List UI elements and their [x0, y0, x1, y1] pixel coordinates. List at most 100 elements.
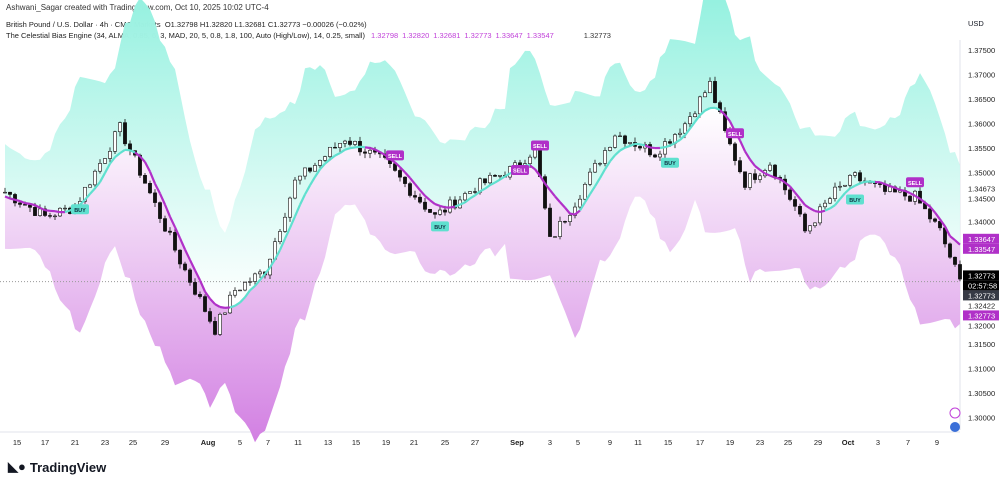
trend-line-segment	[474, 190, 481, 197]
trend-line-segment	[479, 187, 486, 193]
buy-signal	[846, 194, 864, 205]
price-label: 1.34500	[968, 195, 995, 204]
trend-line-segment	[94, 181, 101, 190]
trend-line-segment	[704, 107, 711, 112]
trend-line-segment	[814, 209, 821, 214]
trend-line-segment	[529, 164, 536, 171]
candle	[113, 131, 117, 152]
trend-line-segment	[158, 193, 167, 206]
price-label: 1.32773	[968, 311, 995, 320]
trend-line-segment	[364, 146, 371, 150]
trend-line-segment	[169, 216, 176, 228]
trend-line-segment	[469, 194, 476, 200]
candle	[53, 215, 57, 218]
candle	[858, 172, 862, 182]
trend-line-segment	[859, 180, 866, 185]
trend-line-segment	[64, 209, 71, 214]
candle	[38, 208, 42, 216]
trend-line-segment	[894, 186, 901, 191]
symbol-title[interactable]: British Pound / U.S. Dollar · 4h · CMC M…	[6, 20, 161, 29]
trend-line-segment	[824, 207, 831, 212]
candle	[368, 149, 372, 154]
trend-line-segment	[399, 166, 406, 174]
signal-label: SELL	[388, 154, 403, 160]
indicator-marker-icon[interactable]	[949, 407, 961, 419]
candle	[178, 249, 182, 265]
candle	[603, 150, 607, 164]
price-tick: 1.37000	[968, 71, 995, 80]
trend-line-segment	[619, 146, 626, 152]
candle	[448, 199, 452, 213]
trend-line-segment	[214, 303, 221, 308]
candle	[323, 156, 327, 161]
indicator-title[interactable]: The Celestial Bias Engine (34, ALMA, 0.8…	[6, 31, 365, 40]
price-label: 1.34000	[968, 218, 995, 227]
candle	[278, 231, 282, 243]
candle	[638, 146, 642, 149]
trend-line-segment	[439, 204, 446, 209]
candle	[338, 143, 342, 148]
currency-label[interactable]: USD	[968, 19, 984, 28]
candle	[453, 199, 457, 209]
candle	[708, 81, 712, 94]
sell-signal	[531, 140, 549, 151]
sell-signal	[726, 128, 744, 139]
trend-line-segment	[924, 201, 931, 208]
trend-line-segment	[114, 152, 121, 159]
candle	[658, 153, 662, 158]
candle	[248, 281, 252, 283]
candle	[108, 151, 112, 159]
trend-line-segment	[739, 139, 746, 152]
candle	[163, 218, 167, 232]
price-label-bg	[963, 270, 999, 281]
candle	[678, 132, 682, 135]
candle	[63, 207, 67, 210]
trend-line-segment	[919, 197, 926, 204]
trend-line-segment	[794, 191, 801, 200]
signal-label: SELL	[533, 144, 548, 150]
buy-signal	[661, 157, 679, 168]
candle	[258, 271, 262, 275]
candle	[583, 183, 587, 200]
price-label-bg	[963, 310, 999, 321]
price-label-bg	[963, 280, 999, 291]
candle	[188, 269, 192, 283]
trend-line-segment	[259, 273, 266, 281]
trend-line-segment	[173, 226, 182, 239]
trend-line-segment	[939, 218, 946, 227]
trend-line-segment	[89, 187, 96, 195]
candle	[683, 123, 687, 134]
trend-line-segment	[549, 189, 556, 198]
trend-line-segment	[144, 161, 151, 173]
time-tick: 9	[935, 438, 939, 447]
trend-line-segment	[489, 181, 496, 187]
time-tick: 3	[548, 438, 552, 447]
trend-line-segment	[354, 145, 361, 149]
trend-line-segment	[434, 203, 441, 207]
candle	[283, 216, 287, 232]
candle	[803, 213, 807, 232]
trend-line-segment	[139, 155, 146, 163]
time-tick: 7	[906, 438, 910, 447]
trend-line-segment	[154, 183, 161, 195]
trend-line-segment	[229, 304, 236, 309]
price-tick: 1.35000	[968, 169, 995, 178]
price-tick: 1.35500	[968, 144, 995, 153]
trend-line-segment	[854, 182, 861, 187]
trend-line-segment	[79, 198, 86, 206]
trend-line-segment	[449, 205, 456, 209]
candle	[853, 172, 857, 176]
candle	[88, 184, 92, 188]
candle	[808, 225, 812, 232]
candle	[123, 122, 127, 145]
candle	[463, 193, 467, 201]
trend-line-segment	[559, 201, 566, 209]
trend-line-segment	[454, 203, 461, 208]
trend-line-segment	[484, 184, 491, 190]
time-tick: 11	[294, 438, 302, 447]
candle	[703, 92, 707, 98]
trend-line-segment	[288, 215, 297, 229]
candle	[628, 142, 632, 144]
indicator-value: 1.32773	[464, 31, 492, 40]
